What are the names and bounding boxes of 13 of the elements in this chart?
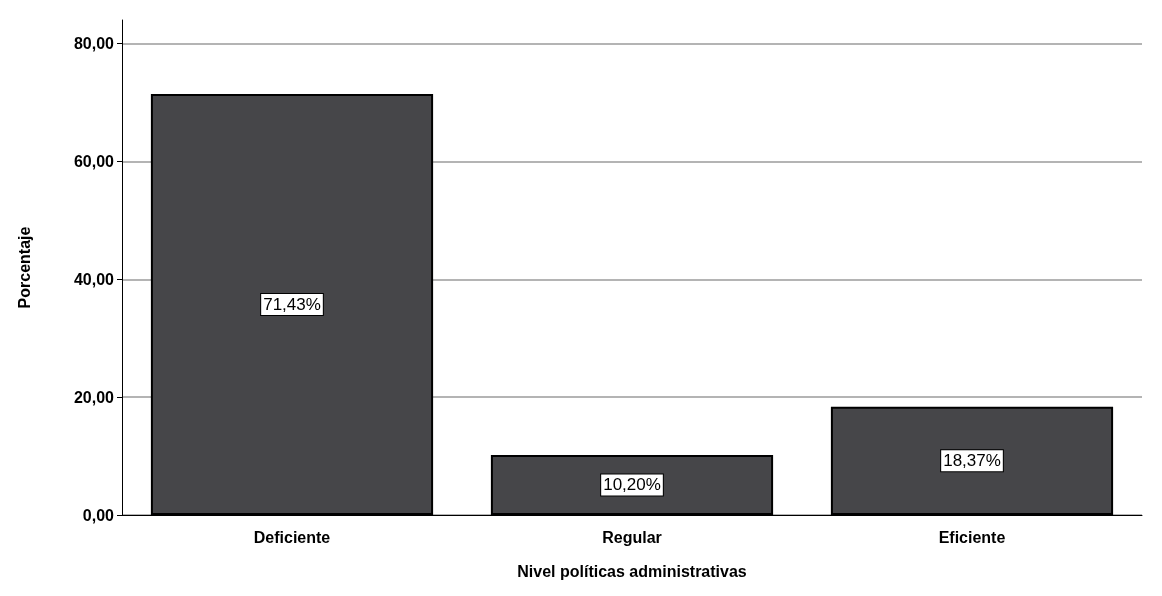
x-axis-title: Nivel políticas administrativas: [517, 562, 747, 580]
data-label: 18,37%: [943, 451, 1001, 471]
y-tick-label: 40,00: [73, 270, 115, 288]
data-label: 71,43%: [263, 295, 321, 315]
y-tick-label: 0,00: [82, 506, 115, 524]
x-tick-label: Regular: [602, 528, 662, 546]
y-tick-label: 80,00: [73, 35, 115, 53]
y-tick-label: 20,00: [73, 388, 115, 406]
y-axis-title: Porcentaje: [15, 226, 33, 309]
x-tick-label: Deficiente: [253, 528, 331, 546]
data-label: 10,20%: [603, 475, 661, 495]
x-tick-label: Eficiente: [938, 528, 1006, 546]
y-tick-label: 60,00: [73, 152, 115, 170]
